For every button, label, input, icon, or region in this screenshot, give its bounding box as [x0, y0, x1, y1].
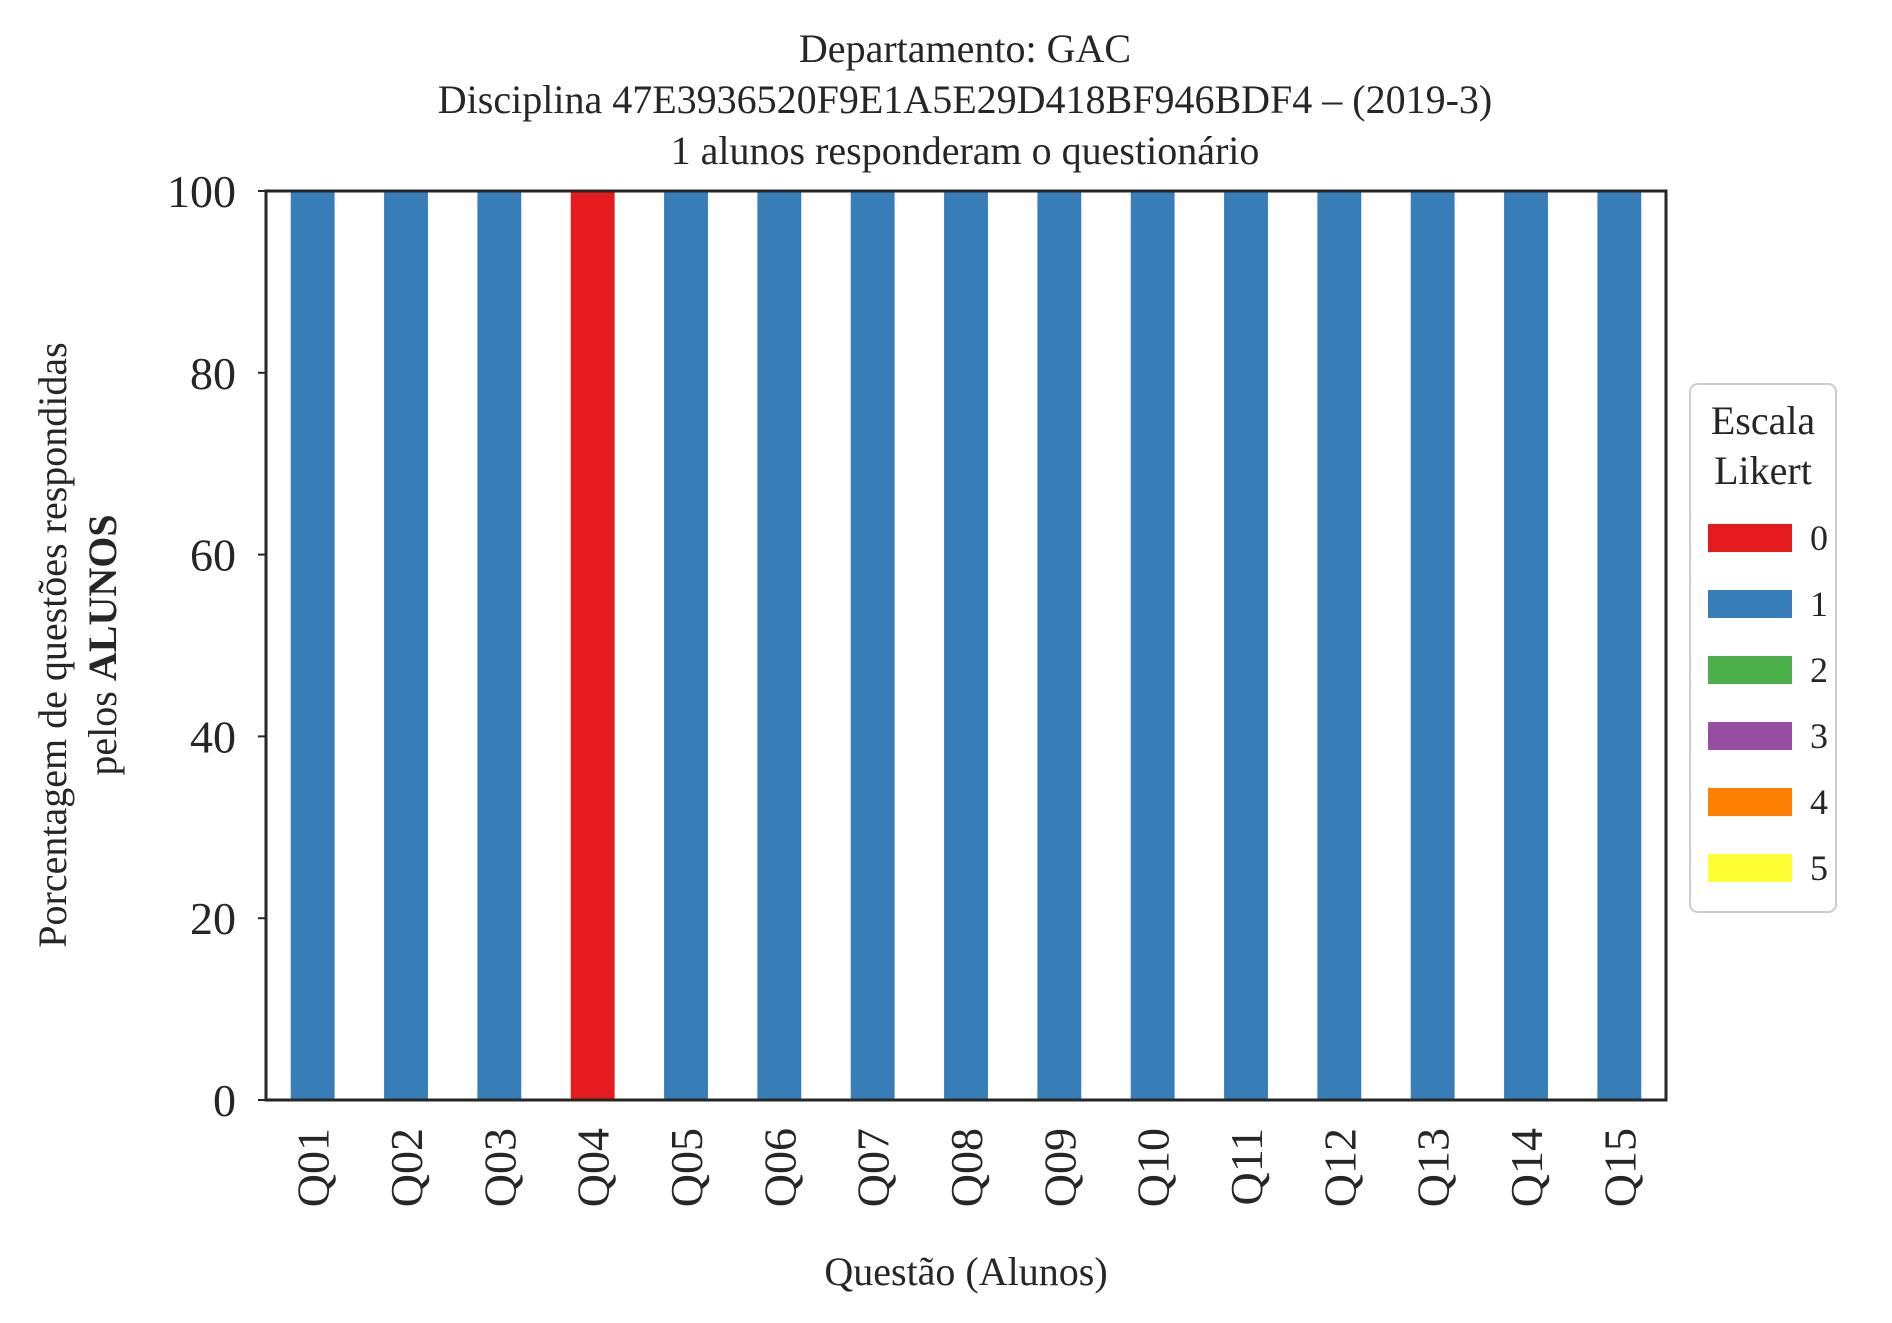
y-axis-label-line-1: Porcentagem de questões respondidas	[30, 342, 75, 947]
y-tick-label: 80	[190, 348, 236, 399]
chart-title-line-3: 1 alunos responderam o questionário	[671, 128, 1260, 173]
legend-swatch-1	[1708, 590, 1792, 618]
x-tick-label-Q10: Q10	[1128, 1128, 1179, 1207]
bar-Q05-level-1	[664, 191, 708, 1100]
legend-label-1: 1	[1810, 584, 1828, 624]
x-axis-label: Questão (Alunos)	[824, 1249, 1107, 1294]
y-axis-label-line-2: pelos ALUNOS	[80, 514, 125, 775]
legend-frame	[1689, 383, 1837, 913]
x-tick-label-Q09: Q09	[1034, 1128, 1085, 1207]
bar-Q07-level-1	[850, 191, 895, 1100]
x-tick-label-Q04: Q04	[568, 1128, 619, 1207]
x-tick-label-Q03: Q03	[474, 1128, 525, 1207]
legend-label-5: 5	[1810, 848, 1828, 888]
bar-Q02-level-1	[384, 191, 428, 1100]
x-tick-label-Q12: Q12	[1314, 1128, 1365, 1207]
legend-label-3: 3	[1810, 716, 1828, 756]
y-tick-label: 40	[190, 711, 236, 762]
bar-Q11-level-1	[1224, 191, 1268, 1100]
x-tick-label-Q15: Q15	[1594, 1128, 1645, 1207]
bars-group	[290, 191, 1642, 1100]
y-tick-label: 20	[190, 893, 236, 944]
legend-items: 0 1 2 3 4 5	[1708, 518, 1828, 888]
chart-title-line-2: Disciplina 47E3936520F9E1A5E29D418BF946B…	[438, 77, 1492, 122]
bar-Q10-level-1	[1130, 191, 1175, 1100]
bar-Q06-level-1	[757, 191, 802, 1100]
y-tick-label: 100	[167, 166, 236, 217]
y-axis-ticks: 0 20 40 60 80 100	[167, 166, 266, 1126]
x-tick-label-Q05: Q05	[661, 1128, 712, 1207]
legend-swatch-2	[1708, 656, 1792, 684]
legend-title-line-2: Likert	[1714, 448, 1812, 493]
x-tick-label-Q01: Q01	[288, 1128, 339, 1207]
x-tick-label-Q14: Q14	[1501, 1128, 1552, 1207]
x-tick-label-Q06: Q06	[754, 1128, 805, 1207]
legend-label-2: 2	[1810, 650, 1828, 690]
legend-label-0: 0	[1810, 518, 1828, 558]
legend-swatch-5	[1708, 854, 1792, 882]
y-axis-label-prefix: pelos	[80, 681, 125, 775]
legend-swatch-3	[1708, 722, 1792, 750]
chart-title-line-1: Departamento: GAC	[799, 26, 1131, 71]
bar-Q08-level-1	[944, 191, 988, 1100]
bar-Q12-level-1	[1317, 191, 1362, 1100]
legend-swatch-0	[1708, 524, 1792, 552]
y-axis-label-bold: ALUNOS	[80, 514, 125, 681]
bar-Q14-level-1	[1504, 191, 1548, 1100]
y-tick-label: 60	[190, 530, 236, 581]
x-tick-label-Q11: Q11	[1221, 1128, 1272, 1206]
plot-frame	[264, 189, 1668, 1102]
bar-Q03-level-1	[477, 191, 522, 1100]
bar-Q09-level-1	[1037, 191, 1082, 1100]
x-tick-label-Q08: Q08	[941, 1128, 992, 1207]
bar-Q15-level-1	[1597, 191, 1642, 1100]
x-tick-label-Q13: Q13	[1408, 1128, 1459, 1207]
y-tick-label: 0	[213, 1075, 236, 1126]
legend-swatch-4	[1708, 788, 1792, 816]
bar-Q04-level-0	[570, 191, 615, 1100]
legend: Escala Likert 0 1 2 3 4 5	[1689, 383, 1837, 913]
bar-Q13-level-1	[1410, 191, 1455, 1100]
x-tick-label-Q07: Q07	[848, 1128, 899, 1207]
chart-title: Departamento: GAC Disciplina 47E3936520F…	[438, 26, 1492, 173]
legend-title-line-1: Escala	[1711, 398, 1816, 443]
x-axis-ticks: Q01 Q02 Q03 Q04 Q05 Q06 Q07 Q08 Q09 Q10 Q11 Q12 Q13 Q…	[288, 1128, 1646, 1207]
x-tick-label-Q02: Q02	[381, 1128, 432, 1207]
bar-Q01-level-1	[290, 191, 335, 1100]
legend-label-4: 4	[1810, 782, 1828, 822]
y-axis-label: Porcentagem de questões respondidas pelo…	[30, 342, 125, 947]
